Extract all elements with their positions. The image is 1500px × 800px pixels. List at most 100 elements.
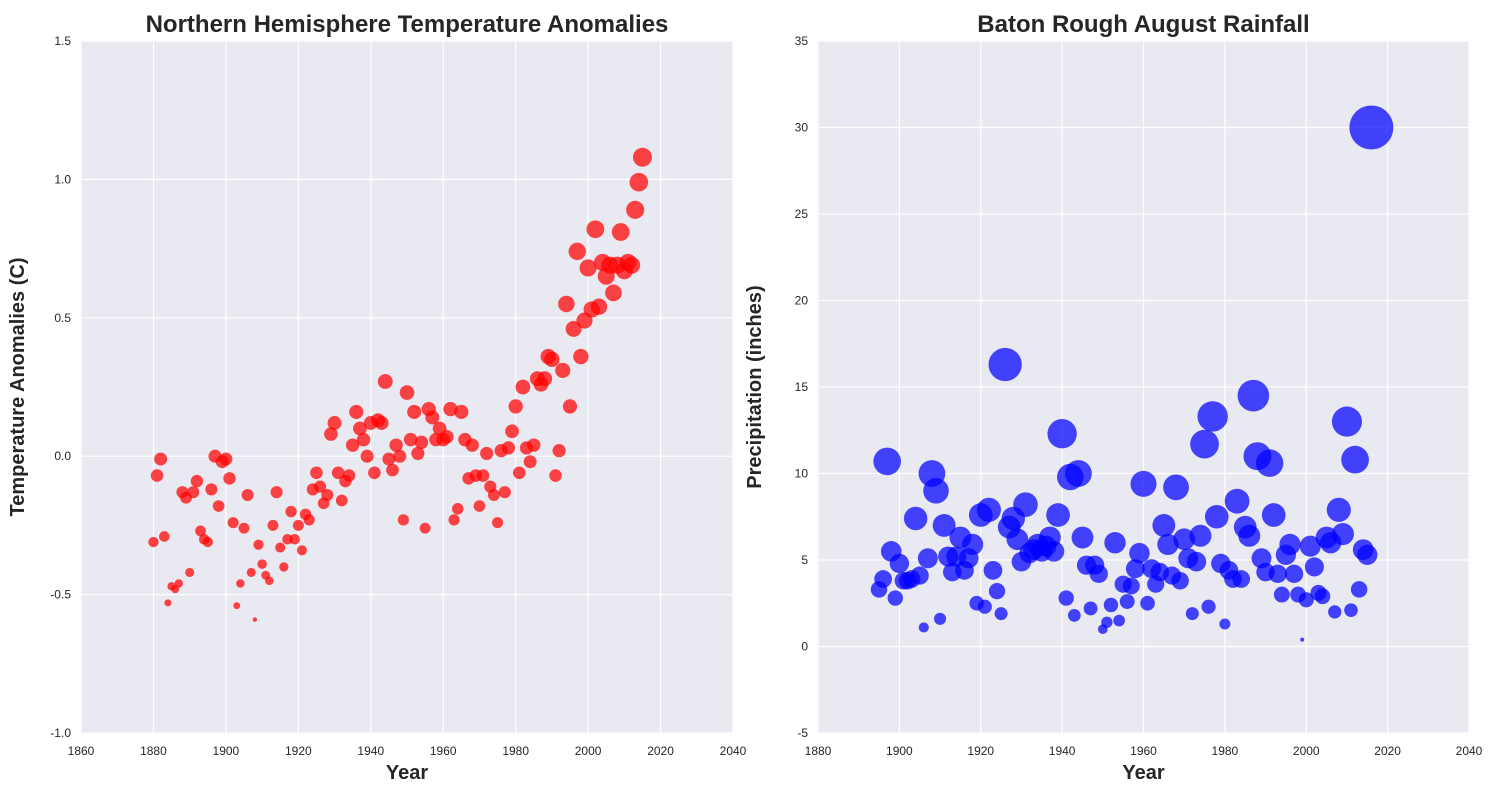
- temperature-data-point: [275, 542, 286, 553]
- rainfall-data-point: [1130, 470, 1157, 497]
- temperature-x-axis-label: Year: [386, 762, 428, 784]
- temperature-data-point: [238, 522, 250, 534]
- temperature-data-point: [285, 505, 297, 518]
- temperature-data-point: [267, 519, 279, 531]
- temperature-data-point: [154, 452, 168, 466]
- rainfall-data-point: [903, 506, 928, 531]
- temperature-data-point: [335, 494, 348, 507]
- rainfall-scatter-points: [870, 105, 1394, 642]
- temperature-x-tick-label: 1880: [140, 744, 167, 758]
- rainfall-data-point: [1224, 488, 1250, 514]
- rainfall-data-point: [917, 548, 938, 569]
- temperature-data-point: [414, 435, 429, 450]
- rainfall-data-point: [1185, 607, 1199, 621]
- temperature-x-tick-label: 1940: [357, 744, 384, 758]
- temperature-data-point: [425, 410, 440, 425]
- temperature-y-tick-labels: -1.0 -0.5 0.0 0.5 1.0 1.5: [50, 34, 71, 740]
- temperature-data-point: [549, 469, 562, 482]
- rainfall-data-point: [873, 447, 901, 476]
- temperature-data-point: [360, 449, 374, 463]
- temperature-data-point: [523, 455, 537, 469]
- temperature-data-point: [419, 522, 431, 534]
- rainfall-data-point: [1341, 445, 1369, 474]
- temperature-data-point: [473, 500, 486, 512]
- temperature-x-tick-label: 1960: [430, 744, 457, 758]
- temperature-data-point: [568, 242, 586, 261]
- temperature-data-point: [562, 399, 578, 414]
- temperature-data-point: [590, 298, 608, 315]
- temperature-data-point: [345, 438, 360, 452]
- temperature-data-point: [629, 172, 649, 192]
- rainfall-data-point: [1065, 460, 1092, 487]
- rainfall-data-point: [1013, 492, 1038, 517]
- temperature-data-point: [212, 500, 225, 512]
- temperature-data-point: [219, 452, 233, 466]
- rainfall-y-axis-label: Precipitation (inches): [744, 285, 766, 488]
- temperature-data-point: [257, 559, 267, 569]
- temperature-data-point: [498, 486, 511, 499]
- rainfall-data-point: [1140, 595, 1155, 611]
- temperature-data-point: [356, 432, 371, 447]
- temperature-data-point: [368, 466, 381, 480]
- temperature-x-tick-label: 2020: [647, 744, 674, 758]
- temperature-data-point: [185, 567, 195, 577]
- temperature-y-tick-label: 0.0: [54, 449, 71, 463]
- rainfall-data-point: [1219, 618, 1231, 630]
- rainfall-data-point: [1331, 406, 1362, 437]
- rainfall-x-tick-label: 1920: [967, 744, 994, 758]
- temperature-data-point: [465, 438, 479, 452]
- temperature-data-point: [353, 421, 367, 436]
- rainfall-data-point: [910, 566, 929, 585]
- temperature-data-point: [573, 348, 589, 365]
- temperature-data-point: [313, 480, 327, 493]
- rainfall-data-point: [1129, 542, 1150, 564]
- temperature-data-point: [487, 488, 500, 501]
- rainfall-data-point: [887, 590, 903, 606]
- temperature-data-point: [148, 536, 159, 548]
- temperature-data-point: [289, 534, 300, 545]
- temperature-y-tick-label: -0.5: [50, 588, 71, 602]
- temperature-x-tick-label: 1980: [502, 744, 529, 758]
- rainfall-data-point: [1104, 532, 1126, 554]
- temperature-data-point: [399, 385, 415, 400]
- rainfall-data-point: [1357, 544, 1378, 565]
- rainfall-data-point: [1171, 571, 1189, 590]
- rainfall-data-point: [988, 347, 1022, 382]
- rainfall-x-tick-labels: 1880 1900 1920 1940 1960 1980 2000 2020 2040: [805, 744, 1483, 758]
- rainfall-data-point: [1047, 419, 1077, 449]
- temperature-data-point: [407, 404, 422, 420]
- rainfall-data-point: [1304, 557, 1324, 577]
- rainfall-data-point: [1273, 586, 1290, 603]
- temperature-data-point: [544, 351, 560, 367]
- temperature-y-tick-label: 1.5: [54, 34, 71, 48]
- rainfall-data-point: [977, 599, 992, 614]
- rainfall-data-point: [1058, 590, 1074, 606]
- rainfall-x-tick-label: 1940: [1049, 744, 1076, 758]
- temperature-x-tick-label: 1860: [68, 744, 95, 758]
- rainfall-chart: 1880 1900 1920 1940 1960 1980 2000 2020 2040 -5 0…: [744, 11, 1483, 784]
- temperature-data-point: [626, 200, 645, 219]
- rainfall-data-point: [1268, 564, 1287, 584]
- rainfall-x-tick-label: 1900: [886, 744, 913, 758]
- temperature-data-point: [443, 402, 458, 417]
- temperature-chart-title: Northern Hemisphere Temperature Anomalie…: [146, 11, 669, 38]
- rainfall-data-point: [1083, 601, 1098, 616]
- rainfall-data-point: [889, 553, 910, 574]
- temperature-data-point: [195, 525, 206, 537]
- temperature-y-tick-label: 0.5: [54, 311, 71, 325]
- rainfall-data-point: [1071, 526, 1094, 549]
- rainfall-data-point: [1326, 497, 1351, 522]
- rainfall-x-tick-label: 2020: [1374, 744, 1401, 758]
- temperature-data-point: [527, 438, 541, 452]
- temperature-data-point: [579, 259, 597, 277]
- temperature-data-point: [393, 449, 407, 463]
- temperature-data-point: [164, 599, 172, 607]
- temperature-data-point: [611, 223, 630, 241]
- rainfall-y-tick-label: 20: [795, 294, 809, 308]
- temperature-data-point: [292, 519, 304, 531]
- rainfall-data-point: [1152, 513, 1176, 537]
- rainfall-data-point: [1122, 577, 1140, 595]
- temperature-data-point: [622, 256, 641, 274]
- rainfall-data-point: [1103, 597, 1119, 613]
